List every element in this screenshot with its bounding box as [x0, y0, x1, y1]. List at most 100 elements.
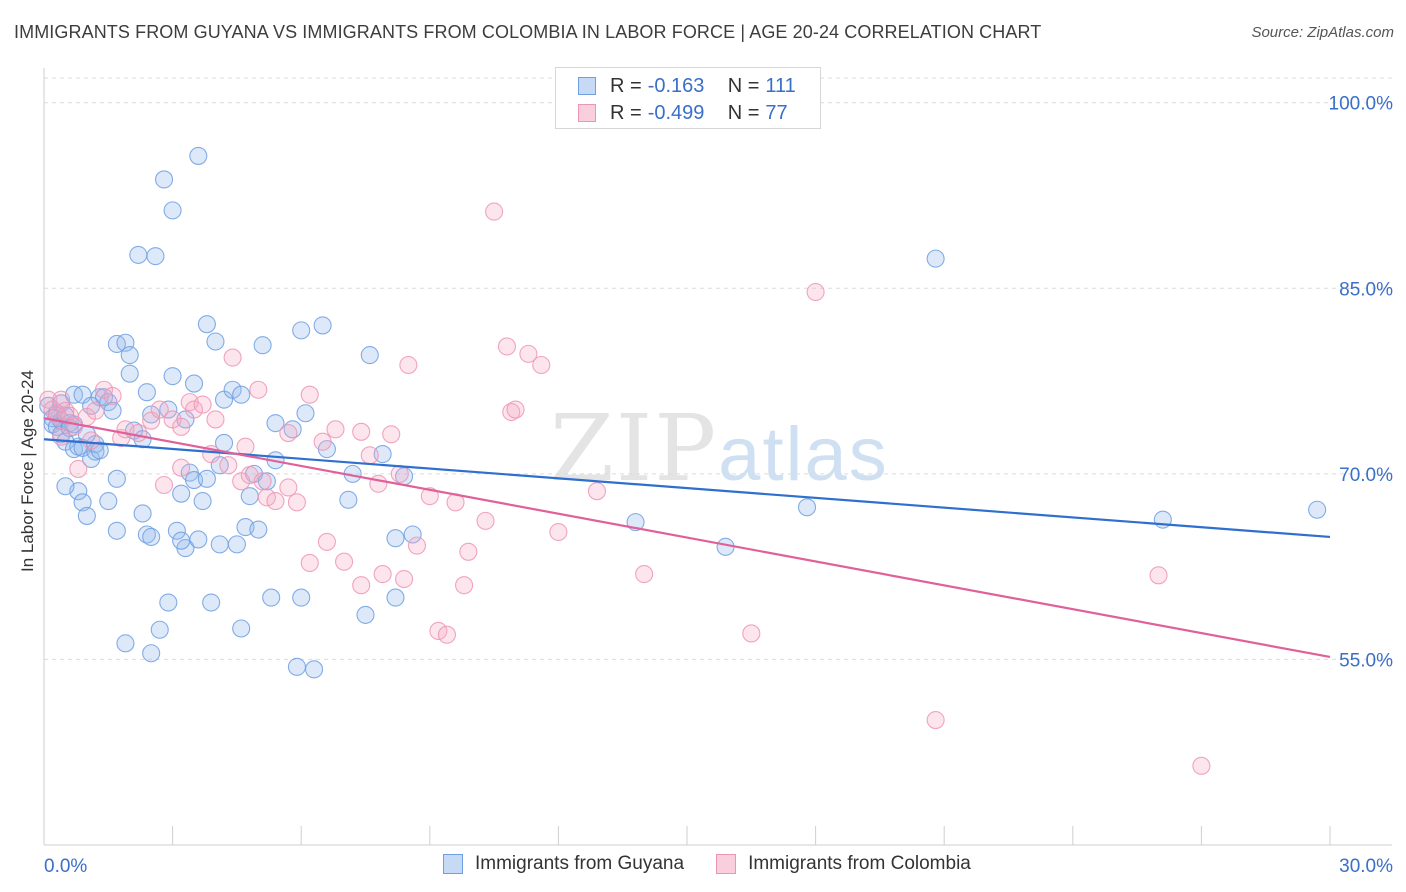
colombia-point	[476, 511, 495, 530]
guyana-point	[184, 374, 204, 393]
colombia-point	[532, 355, 551, 375]
colombia-point	[172, 417, 191, 436]
colombia-point	[407, 536, 426, 555]
guyana-point	[232, 619, 251, 638]
tick-labels: 55.0% 70.0% 85.0% 100.0% 0.0% 30.0%	[44, 94, 1393, 877]
guyana-point	[262, 588, 281, 607]
series-guyana-points	[39, 146, 1327, 679]
colombia-point	[399, 355, 418, 375]
colombia-point	[313, 432, 332, 451]
colombia-point	[300, 385, 319, 404]
r-label: R =	[610, 101, 642, 124]
n-value: 111	[765, 74, 796, 97]
guyana-point	[189, 146, 208, 165]
guyana-point	[232, 385, 251, 404]
colombia-point	[352, 576, 371, 595]
guyana-point	[223, 380, 242, 399]
guyana-point	[202, 593, 221, 612]
guyana-point	[926, 249, 945, 268]
colombia-point	[69, 459, 88, 478]
stats-legend: R = -0.163 N = 111 R = -0.499 N = 77	[555, 67, 821, 129]
colombia-point	[429, 621, 448, 641]
guyana-point	[305, 660, 324, 679]
guyana-point	[287, 657, 306, 676]
y-tick-label: 100.0%	[1329, 94, 1394, 115]
guyana-point	[77, 506, 96, 525]
n-label: N =	[727, 74, 760, 97]
colombia-point	[335, 552, 354, 571]
colombia-point	[150, 400, 169, 419]
stats-row-colombia: R = -0.499 N = 77	[578, 101, 788, 125]
colombia-point	[373, 565, 392, 584]
r-value: -0.499	[647, 101, 705, 124]
n-label: N =	[727, 101, 760, 124]
colombia-point	[82, 431, 101, 450]
guyana-point	[373, 445, 392, 464]
guyana-point	[172, 484, 191, 503]
guyana-point	[116, 634, 135, 653]
guyana-point	[240, 487, 259, 506]
guyana-point	[1308, 500, 1327, 519]
colombia-point	[635, 565, 654, 584]
colombia-point	[497, 337, 517, 356]
guyana-point	[184, 471, 204, 490]
colombia-point	[236, 437, 255, 456]
colombia-point	[352, 422, 371, 441]
guyana-point	[797, 498, 817, 517]
colombia-point	[326, 420, 345, 439]
chart-title: IMMIGRANTS FROM GUYANA VS IMMIGRANTS FRO…	[14, 22, 1042, 42]
legend-item-colombia[interactable]: Immigrants from Colombia	[716, 853, 971, 875]
colombia-point	[300, 553, 319, 572]
x-tick-label: 0.0%	[44, 856, 87, 877]
guyana-point	[386, 529, 405, 548]
guyana-point	[193, 492, 212, 511]
colombia-point	[172, 458, 191, 477]
colombia-point	[390, 464, 409, 483]
legend-label-colombia: Immigrants from Colombia	[748, 853, 971, 874]
guyana-point	[129, 245, 148, 264]
colombia-point	[382, 425, 401, 444]
guyana-point	[73, 493, 92, 512]
colombia-point	[317, 532, 336, 551]
guyana-point	[146, 247, 165, 266]
guyana-point	[99, 492, 118, 511]
r-label: R =	[610, 74, 642, 97]
colombia-point	[1192, 756, 1211, 775]
guyana-point	[386, 588, 405, 607]
colombia-point	[485, 202, 504, 221]
colombia-point	[129, 423, 148, 443]
legend-item-guyana[interactable]: Immigrants from Guyana	[443, 853, 684, 875]
guyana-point	[360, 346, 379, 365]
guyana-point	[107, 469, 126, 488]
guyana-point	[206, 332, 225, 351]
r-value: -0.163	[647, 74, 705, 97]
guyana-point	[227, 535, 246, 554]
colombia-point	[1149, 566, 1168, 585]
colombia-point	[395, 569, 414, 589]
colombia-point	[926, 711, 945, 730]
colombia-point	[206, 410, 225, 429]
guyana-point	[142, 644, 161, 663]
x-tick-label: 30.0%	[1339, 856, 1393, 877]
colombia-point	[455, 576, 474, 595]
guyana-point	[120, 364, 139, 383]
guyana-point	[292, 321, 311, 340]
colombia-point	[86, 401, 105, 420]
stats-row-guyana: R = -0.163 N = 111	[578, 74, 796, 98]
guyana-point	[296, 404, 315, 423]
guyana-point	[292, 588, 311, 607]
guyana-point	[133, 504, 152, 523]
colombia-swatch	[578, 104, 596, 122]
guyana-point	[107, 521, 126, 540]
guyana-point	[137, 383, 156, 402]
guyana-point	[120, 346, 139, 365]
n-value: 77	[765, 101, 788, 124]
trend-line-guyana	[43, 438, 1331, 539]
colombia-point	[253, 472, 272, 491]
guyana-point	[257, 472, 276, 491]
legend-label-guyana: Immigrants from Guyana	[475, 853, 685, 874]
y-tick-label: 55.0%	[1339, 650, 1393, 671]
colombia-point	[154, 475, 174, 495]
guyana-point	[403, 525, 422, 544]
